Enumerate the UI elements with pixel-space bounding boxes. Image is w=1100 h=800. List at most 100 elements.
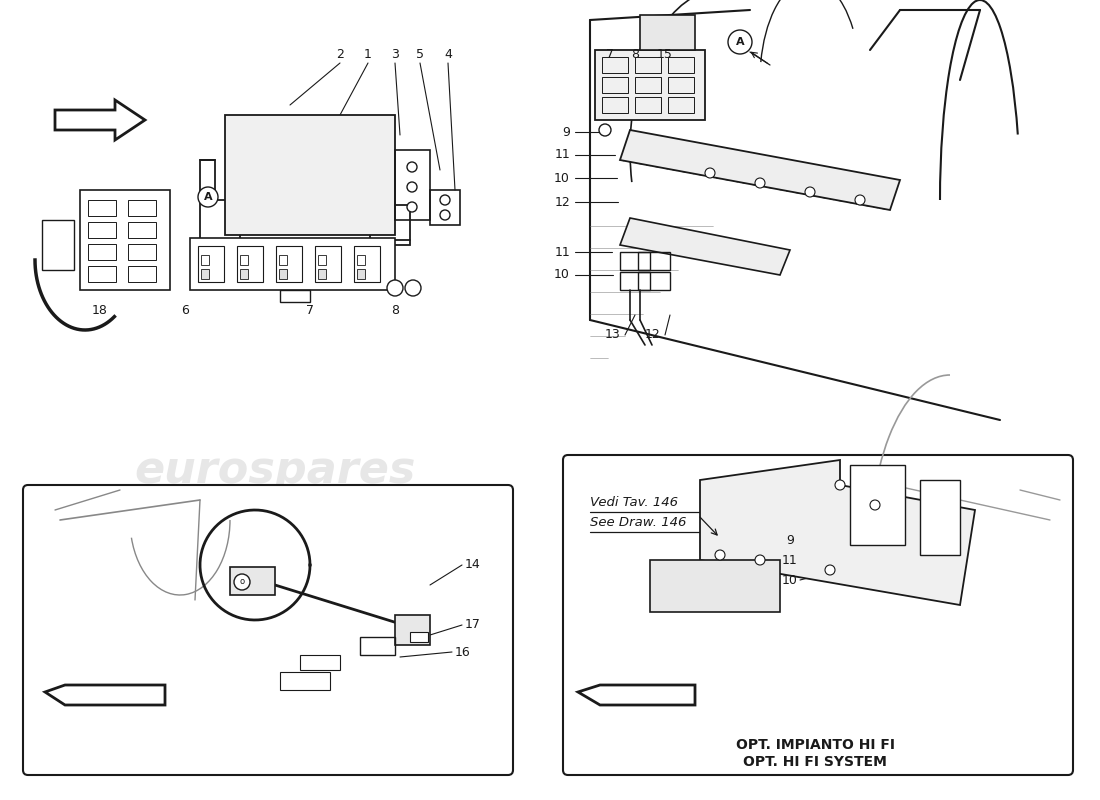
Circle shape	[440, 195, 450, 205]
Text: 4: 4	[444, 49, 452, 62]
Circle shape	[407, 202, 417, 212]
Circle shape	[755, 555, 764, 565]
Bar	[602, 97, 628, 113]
Text: 9: 9	[786, 534, 794, 546]
Bar	[410, 632, 428, 642]
Circle shape	[440, 210, 450, 220]
Polygon shape	[620, 130, 900, 210]
Polygon shape	[620, 218, 790, 275]
Text: eurospares: eurospares	[152, 631, 398, 669]
Text: See Draw. 146: See Draw. 146	[590, 515, 686, 529]
Text: eurospares: eurospares	[684, 449, 966, 491]
Bar	[198, 246, 224, 282]
Text: 17: 17	[465, 618, 481, 631]
Circle shape	[198, 187, 218, 207]
Text: 10: 10	[554, 171, 570, 185]
Bar	[595, 50, 705, 120]
Bar	[240, 269, 248, 279]
Bar	[635, 57, 661, 73]
Bar	[668, 57, 694, 73]
Bar	[201, 255, 209, 265]
Bar	[315, 246, 341, 282]
Text: 15: 15	[657, 49, 673, 62]
Circle shape	[407, 182, 417, 192]
Circle shape	[855, 195, 865, 205]
FancyBboxPatch shape	[23, 485, 513, 775]
Circle shape	[405, 280, 421, 296]
Circle shape	[600, 124, 610, 136]
Circle shape	[387, 280, 403, 296]
Bar	[128, 200, 156, 216]
Bar	[236, 246, 263, 282]
Bar	[602, 77, 628, 93]
Text: OPT. HI FI SYSTEM: OPT. HI FI SYSTEM	[744, 755, 887, 769]
Text: 11: 11	[782, 554, 797, 566]
Bar	[300, 655, 340, 670]
Text: 12: 12	[645, 329, 660, 342]
Bar	[88, 244, 116, 260]
Text: 11: 11	[554, 246, 570, 258]
Bar	[635, 97, 661, 113]
Bar	[358, 269, 365, 279]
Bar	[240, 255, 248, 265]
Bar	[230, 567, 275, 595]
Text: 6: 6	[182, 303, 189, 317]
Bar	[128, 244, 156, 260]
Bar	[358, 255, 365, 265]
Text: 8: 8	[390, 303, 399, 317]
Circle shape	[728, 30, 752, 54]
Circle shape	[715, 550, 725, 560]
Circle shape	[805, 187, 815, 197]
Bar	[920, 480, 960, 555]
Text: 14: 14	[465, 558, 481, 571]
Text: eurospares: eurospares	[134, 449, 416, 491]
Bar	[668, 77, 694, 93]
Text: 3: 3	[392, 49, 399, 62]
Bar	[276, 246, 303, 282]
Bar	[640, 15, 695, 50]
Text: 1: 1	[364, 49, 372, 62]
Bar	[42, 220, 74, 270]
Circle shape	[755, 178, 764, 188]
Bar	[201, 269, 209, 279]
Bar	[850, 465, 905, 545]
Bar	[602, 57, 628, 73]
Bar	[318, 269, 326, 279]
Text: 13: 13	[604, 329, 620, 342]
Text: OPT. IMPIANTO HI FI: OPT. IMPIANTO HI FI	[736, 738, 894, 752]
Text: 5: 5	[416, 49, 424, 62]
Bar	[360, 637, 395, 655]
Text: A: A	[204, 192, 212, 202]
Bar	[279, 269, 287, 279]
Bar	[226, 115, 395, 235]
Text: Vedi Tav. 146: Vedi Tav. 146	[590, 495, 678, 509]
Bar	[128, 266, 156, 282]
Circle shape	[705, 168, 715, 178]
Bar	[88, 200, 116, 216]
Bar	[395, 615, 430, 645]
Circle shape	[870, 500, 880, 510]
Text: o: o	[240, 578, 244, 586]
Circle shape	[835, 480, 845, 490]
Bar	[354, 246, 379, 282]
Bar	[279, 255, 287, 265]
Text: 12: 12	[554, 195, 570, 209]
Text: 7: 7	[306, 303, 313, 317]
Bar	[88, 222, 116, 238]
Bar	[190, 238, 395, 290]
Text: 18: 18	[92, 303, 108, 317]
Circle shape	[407, 162, 417, 172]
Text: 2: 2	[337, 49, 344, 62]
Text: 16: 16	[455, 646, 471, 658]
Bar	[280, 672, 330, 690]
Bar	[318, 255, 326, 265]
Bar	[88, 266, 116, 282]
Polygon shape	[700, 460, 975, 605]
Bar	[668, 97, 694, 113]
Text: 10: 10	[554, 269, 570, 282]
Circle shape	[234, 574, 250, 590]
Text: 7: 7	[606, 49, 614, 62]
Text: 10: 10	[782, 574, 797, 586]
Text: 9: 9	[562, 126, 570, 138]
Bar	[128, 222, 156, 238]
